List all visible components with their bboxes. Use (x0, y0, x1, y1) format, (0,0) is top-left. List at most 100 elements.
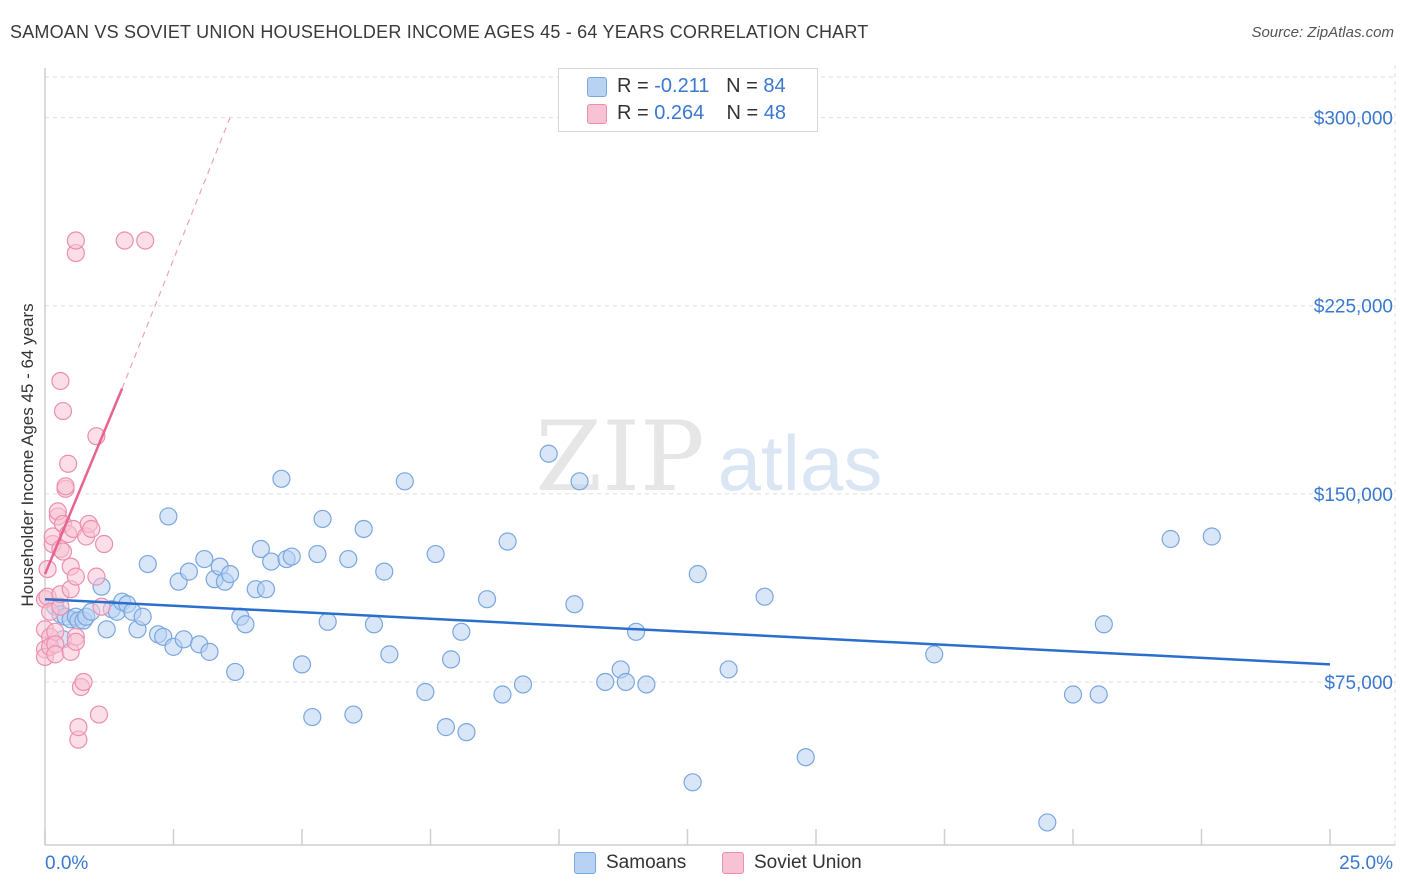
watermark-zip: ZIP (535, 401, 704, 513)
samoan-point (477, 590, 497, 609)
samoan-point (616, 672, 635, 692)
watermark-atlas: atlas (718, 419, 883, 507)
soviet-trendline (43, 388, 124, 575)
points-layer (35, 231, 1221, 832)
samoan-point (441, 650, 461, 669)
samoan-point (262, 552, 281, 571)
samoan-point (688, 565, 707, 584)
samoan-point (308, 544, 327, 564)
samoan-point (159, 507, 178, 526)
legend-r-label: R = (617, 75, 655, 97)
soviet-point (56, 477, 75, 496)
soviet-point (53, 401, 73, 421)
samoan-point (416, 682, 435, 702)
bottom-legend-label-soviet: Soviet Union (754, 852, 862, 873)
samoan-point (174, 630, 193, 649)
tick-label-layer: $75,000 $150,000 $225,000 $300,000 0.0% 25.0% (45, 109, 1393, 874)
soviet-point (66, 231, 85, 250)
bottom-legend-swatch-samoans (574, 852, 596, 874)
bottom-legend-label-samoans: Samoans (606, 852, 687, 873)
samoan-point (380, 645, 399, 664)
samoan-point (375, 562, 394, 581)
samoan-point (1089, 685, 1108, 704)
samoan-point (498, 532, 517, 551)
samoan-point (1094, 615, 1113, 634)
samoan-point (426, 544, 445, 564)
samoan-point (596, 672, 615, 692)
samoan-point (683, 773, 702, 792)
samoan-point (200, 642, 219, 661)
legend-n-label: N = (726, 102, 764, 124)
samoan-point (318, 612, 337, 631)
samoan-point (1202, 527, 1221, 546)
bottom-legend-swatch-soviet (722, 852, 744, 874)
samoan-point (292, 655, 312, 674)
legend: R = -0.211 N = 84 R = 0.264 N = 48 (558, 68, 818, 132)
x-tick-label-start: 0.0% (45, 853, 88, 874)
samoan-point (493, 685, 512, 704)
soviet-point (95, 534, 114, 554)
chart-source: Source: ZipAtlas.com (1251, 24, 1394, 41)
soviet-point (69, 718, 88, 737)
samoan-point (570, 472, 589, 491)
x-tick-label-end: 25.0% (1339, 853, 1393, 874)
samoan-point (513, 675, 533, 694)
legend-n-label: N = (726, 75, 764, 97)
samoan-point (251, 539, 270, 559)
samoan-point (339, 549, 358, 569)
samoan-point (138, 554, 157, 574)
soviet-point (74, 672, 93, 692)
samoan-trendline (44, 597, 1331, 666)
chart-title: SAMOAN VS SOVIET UNION HOUSEHOLDER INCOM… (10, 22, 869, 42)
samoan-point (236, 615, 255, 634)
legend-swatch-soviet (587, 104, 607, 124)
y-tick-label: $75,000 (1324, 673, 1393, 694)
y-tick-label: $150,000 (1314, 485, 1393, 506)
y-tick-label: $225,000 (1314, 297, 1393, 318)
samoan-point (179, 562, 199, 581)
legend-r-value: -0.211 (654, 75, 710, 97)
samoan-point (282, 547, 301, 566)
samoan-point (626, 622, 646, 641)
y-tick-label: $300,000 (1314, 109, 1393, 130)
samoan-point (395, 472, 414, 491)
soviet-point (66, 632, 85, 651)
samoan-point (457, 723, 476, 742)
samoan-point (719, 660, 738, 679)
samoan-point (195, 549, 214, 569)
soviet-point (59, 454, 78, 473)
samoan-point (256, 580, 276, 599)
samoan-point (226, 662, 245, 682)
samoan-point (220, 565, 240, 584)
soviet-point (51, 371, 70, 391)
samoan-point (755, 587, 774, 606)
samoan-point (272, 469, 291, 488)
trend-layer (43, 117, 1331, 666)
samoan-point (925, 645, 944, 664)
samoan-point (637, 675, 656, 694)
y-axis-label: Householder Income Ages 45 - 64 years (18, 303, 37, 607)
samoan-point (1063, 685, 1083, 704)
samoan-point (1161, 529, 1180, 549)
soviet-point (87, 567, 106, 586)
soviet-point (82, 519, 101, 539)
samoan-point (1038, 813, 1057, 832)
soviet-point (66, 567, 85, 586)
legend-n-value: 48 (763, 102, 787, 124)
legend-r-label: R = (617, 102, 655, 124)
samoan-point (565, 595, 584, 614)
samoan-point (313, 509, 332, 529)
soviet-point (115, 231, 134, 250)
samoan-point (354, 519, 373, 539)
samoan-point (796, 748, 815, 767)
legend-n-value: 84 (763, 75, 786, 97)
samoan-point (97, 620, 116, 639)
samoan-point (133, 607, 152, 626)
soviet-point (89, 705, 109, 724)
samoan-point (436, 718, 456, 737)
watermark: ZIP atlas (535, 401, 882, 513)
samoan-point (452, 622, 471, 641)
legend-swatch-samoans (587, 77, 607, 97)
soviet-trendline-extension (121, 117, 231, 389)
soviet-point (46, 645, 65, 664)
